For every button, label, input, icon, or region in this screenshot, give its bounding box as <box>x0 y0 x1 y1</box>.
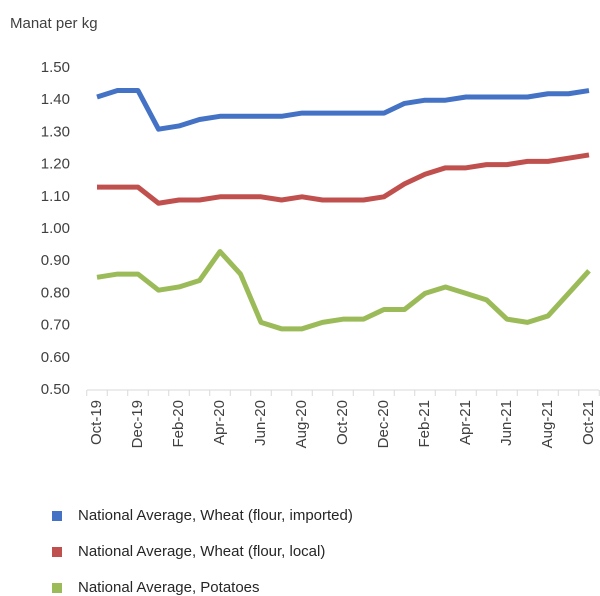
x-tick-label: Dec-20 <box>375 400 392 448</box>
y-tick-label: 0.90 <box>41 252 70 269</box>
line-series <box>96 88 590 132</box>
x-tick-label: Aug-21 <box>539 400 556 448</box>
legend-swatch <box>52 511 62 521</box>
x-tick-label: Apr-20 <box>211 400 228 445</box>
x-tick-label: Feb-21 <box>416 400 433 448</box>
legend-label: National Average, Potatoes <box>78 579 260 596</box>
y-tick-label: 1.20 <box>41 156 70 173</box>
y-tick-label: 1.00 <box>41 220 70 237</box>
x-tick-label: Apr-21 <box>457 400 474 445</box>
legend-swatch <box>52 547 62 557</box>
y-tick-label: 0.70 <box>41 317 70 334</box>
legend-label: National Average, Wheat (flour, imported… <box>78 507 353 524</box>
legend-label: National Average, Wheat (flour, local) <box>78 543 325 560</box>
y-axis-label: Manat per kg <box>10 15 98 32</box>
y-tick-label: 1.10 <box>41 188 70 205</box>
y-tick-label: 0.60 <box>41 349 70 366</box>
y-tick-label: 1.50 <box>41 59 70 76</box>
x-tick-label: Oct-21 <box>580 400 597 445</box>
x-tick-label: Jun-20 <box>252 400 269 446</box>
line-series <box>96 249 591 332</box>
y-tick-label: 1.30 <box>41 123 70 140</box>
y-tick-label: 0.80 <box>41 284 70 301</box>
y-tick-label: 1.40 <box>41 91 70 108</box>
x-tick-label: Aug-20 <box>293 400 310 448</box>
x-tick-label: Feb-20 <box>170 400 187 448</box>
y-tick-label: 0.50 <box>41 381 70 398</box>
x-tick-label: Oct-20 <box>334 400 351 445</box>
x-tick-label: Dec-19 <box>129 400 146 448</box>
x-tick-label: Oct-19 <box>88 400 105 445</box>
x-tick-label: Jun-21 <box>498 400 515 446</box>
line-series <box>97 152 590 206</box>
legend-swatch <box>52 583 62 593</box>
